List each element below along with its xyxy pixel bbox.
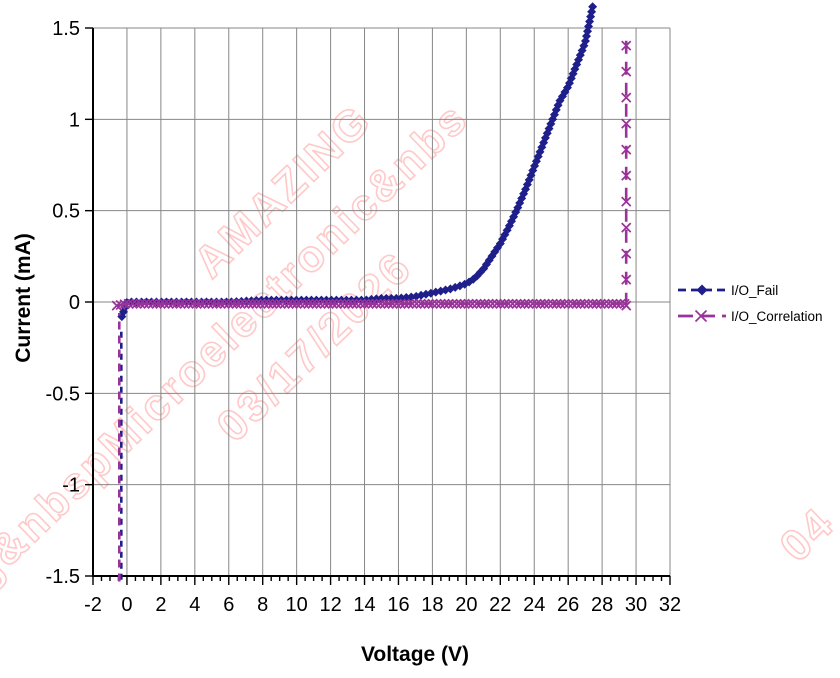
legend: I/O_Fail I/O_Correlation bbox=[678, 283, 823, 324]
svg-text:0: 0 bbox=[69, 292, 80, 314]
svg-text:16: 16 bbox=[387, 594, 409, 616]
svg-text:8: 8 bbox=[257, 594, 268, 616]
svg-text:0.5: 0.5 bbox=[52, 201, 80, 223]
svg-text:12: 12 bbox=[319, 594, 341, 616]
svg-text:-0.5: -0.5 bbox=[46, 383, 80, 405]
svg-text:30: 30 bbox=[625, 594, 647, 616]
svg-text:22: 22 bbox=[489, 594, 511, 616]
svg-text:32: 32 bbox=[659, 594, 681, 616]
svg-text:2: 2 bbox=[155, 594, 166, 616]
svg-text:6: 6 bbox=[223, 594, 234, 616]
svg-text:28: 28 bbox=[591, 594, 613, 616]
y-axis-title: Current (mA) bbox=[12, 233, 35, 363]
svg-text:1.5: 1.5 bbox=[52, 18, 80, 40]
svg-text:10: 10 bbox=[286, 594, 308, 616]
legend-sample-io-correlation bbox=[678, 309, 726, 323]
svg-text:20: 20 bbox=[455, 594, 477, 616]
x-tick-labels: -2 0 2 4 6 8 10 12 14 16 18 20 22 24 26 28 30 32 bbox=[84, 594, 681, 616]
svg-text:-1: -1 bbox=[62, 475, 80, 497]
svg-text:18: 18 bbox=[421, 594, 443, 616]
legend-label-io-fail: I/O_Fail bbox=[731, 283, 778, 298]
svg-text:24: 24 bbox=[523, 594, 545, 616]
legend-sample-io-fail bbox=[678, 284, 726, 296]
x-axis-title: Voltage (V) bbox=[361, 643, 469, 666]
axes bbox=[85, 27, 671, 585]
svg-text:26: 26 bbox=[557, 594, 579, 616]
svg-text:1: 1 bbox=[69, 109, 80, 131]
svg-text:4: 4 bbox=[189, 594, 200, 616]
series-io-correlation bbox=[111, 37, 632, 582]
y-tick-labels: 1.5 1 0.5 0 -0.5 -1 -1.5 bbox=[46, 18, 80, 588]
svg-text:-1.5: -1.5 bbox=[46, 566, 80, 588]
svg-text:0: 0 bbox=[121, 594, 132, 616]
series-io-fail bbox=[117, 2, 598, 580]
svg-text:-2: -2 bbox=[84, 594, 102, 616]
svg-text:14: 14 bbox=[353, 594, 375, 616]
legend-label-io-correlation: I/O_Correlation bbox=[731, 309, 823, 324]
